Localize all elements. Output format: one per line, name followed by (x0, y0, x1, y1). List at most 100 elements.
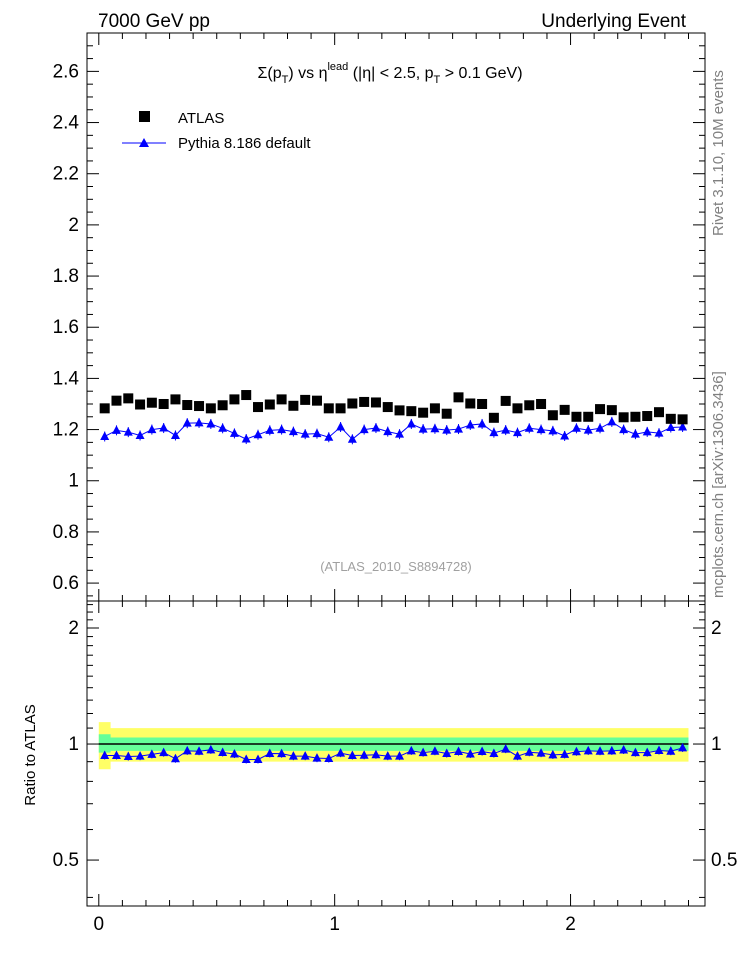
atlas-point (571, 411, 582, 422)
ratio-frame (86, 600, 706, 907)
atlas-point (488, 412, 499, 423)
ratio-pythia-point (206, 744, 216, 754)
atlas-point (382, 402, 393, 413)
pythia-point (182, 418, 192, 427)
ratio-y-tick-label-right: 1 (711, 734, 722, 755)
main-y-tick-label: 1.4 (53, 368, 80, 389)
pythia-point (524, 423, 534, 432)
ratio-pythia-point (477, 746, 487, 756)
pythia-point (595, 423, 605, 432)
ratio-pythia-point (182, 745, 192, 755)
atlas-point (465, 398, 476, 409)
atlas-point (229, 394, 240, 405)
ratio-pythia-point (253, 754, 263, 763)
atlas-point (182, 400, 193, 411)
ratio-axis-ticks: 0.5 0.5 1 1 2 2 0 1 2 (53, 601, 737, 935)
pythia-point (206, 418, 216, 428)
atlas-point (441, 408, 452, 419)
atlas-point (500, 395, 511, 406)
ratio-pythia-point (678, 742, 688, 752)
pythia-point (395, 429, 405, 438)
ratio-pythia-point (336, 748, 346, 757)
pythia-point (571, 423, 581, 432)
ratio-pythia-point (111, 750, 121, 759)
pythia-point (194, 417, 204, 427)
pythia-point (666, 422, 676, 432)
pythia-point (135, 430, 145, 439)
ratio-pythia-point (229, 749, 239, 758)
pythia-point (147, 424, 157, 434)
atlas-point (170, 394, 181, 405)
ratio-panel: 0.5 0.5 1 1 2 2 0 1 2 Ratio to ATLAS (22, 600, 737, 935)
ratio-pythia-point (123, 751, 133, 761)
main-y-tick-label: 1.2 (53, 420, 79, 441)
pythia-point (359, 424, 369, 434)
pythia-point (619, 424, 629, 434)
atlas-point (205, 403, 216, 414)
ratio-pythia-point (218, 747, 228, 756)
pythia-point (265, 425, 275, 434)
pythia-point (324, 432, 334, 441)
pythia-point (678, 422, 688, 431)
ratio-pythia-point (630, 747, 640, 757)
ratio-pythia-point (135, 751, 145, 760)
pythia-point (406, 418, 416, 428)
ratio-pythia-point (359, 750, 369, 759)
ratio-pythia-point (501, 744, 511, 753)
ratio-ylabel: Ratio to ATLAS (22, 704, 39, 805)
ratio-pythia-point (241, 754, 251, 763)
ratio-pythia-point (642, 747, 652, 757)
ratio-pythia-point (371, 749, 381, 759)
ratio-pythia-point (265, 748, 275, 757)
atlas-point (288, 400, 299, 411)
ratio-pythia-point (619, 744, 629, 754)
pythia-point (607, 416, 617, 426)
legend-label-atlas: ATLAS (178, 110, 224, 127)
atlas-point (158, 398, 169, 409)
atlas-point (311, 395, 322, 406)
ratio-y-tick-label-right: 2 (711, 618, 722, 639)
header-right: Underlying Event (541, 11, 686, 32)
header-left: 7000 GeV pp (98, 11, 210, 32)
main-panel: 0.6 0.8 1 1.2 1.4 1.6 1.8 2 2.2 2.4 2.6 Σ(pT) vs η… (53, 32, 706, 602)
ratio-pythia-point (442, 748, 452, 757)
atlas-point (241, 390, 252, 401)
atlas-point (194, 401, 205, 412)
ratio-pythia-point (536, 748, 546, 757)
ratio-uncertainty-band (98, 722, 689, 770)
pythia-point (454, 424, 464, 433)
ratio-data-marks (100, 742, 688, 764)
ratio-pythia-point (595, 746, 605, 755)
ratio-y-tick-label-right: 0.5 (711, 850, 737, 871)
pythia-point (560, 430, 570, 440)
pythia-point (312, 428, 322, 438)
atlas-point (300, 394, 311, 405)
pythia-point (548, 425, 558, 435)
ratio-pythia-point (654, 745, 664, 755)
main-y-tick-label: 2.6 (53, 61, 79, 82)
pythia-point (300, 429, 310, 438)
atlas-point (429, 403, 440, 414)
main-y-tick-label: 0.6 (53, 573, 79, 594)
x-tick-label: 0 (94, 914, 105, 935)
ratio-pythia-point (454, 746, 464, 756)
atlas-point (323, 403, 334, 414)
ratio-pythia-point (489, 748, 499, 757)
pythia-point (383, 426, 393, 436)
pythia-point (123, 427, 133, 436)
atlas-point (359, 396, 370, 407)
pythia-point (418, 424, 428, 433)
atlas-point (253, 402, 264, 413)
pythia-point (536, 424, 546, 434)
ratio-pythia-point (571, 746, 581, 756)
ratio-pythia-point (465, 749, 475, 758)
atlas-point (264, 399, 275, 410)
pythia-point (170, 430, 180, 439)
main-y-tick-label: 0.8 (53, 522, 79, 543)
x-tick-label: 2 (565, 914, 576, 935)
ratio-pythia-point (548, 749, 558, 759)
main-y-tick-label: 1.8 (53, 266, 79, 287)
ratio-pythia-point (300, 751, 310, 760)
atlas-point (654, 407, 665, 418)
